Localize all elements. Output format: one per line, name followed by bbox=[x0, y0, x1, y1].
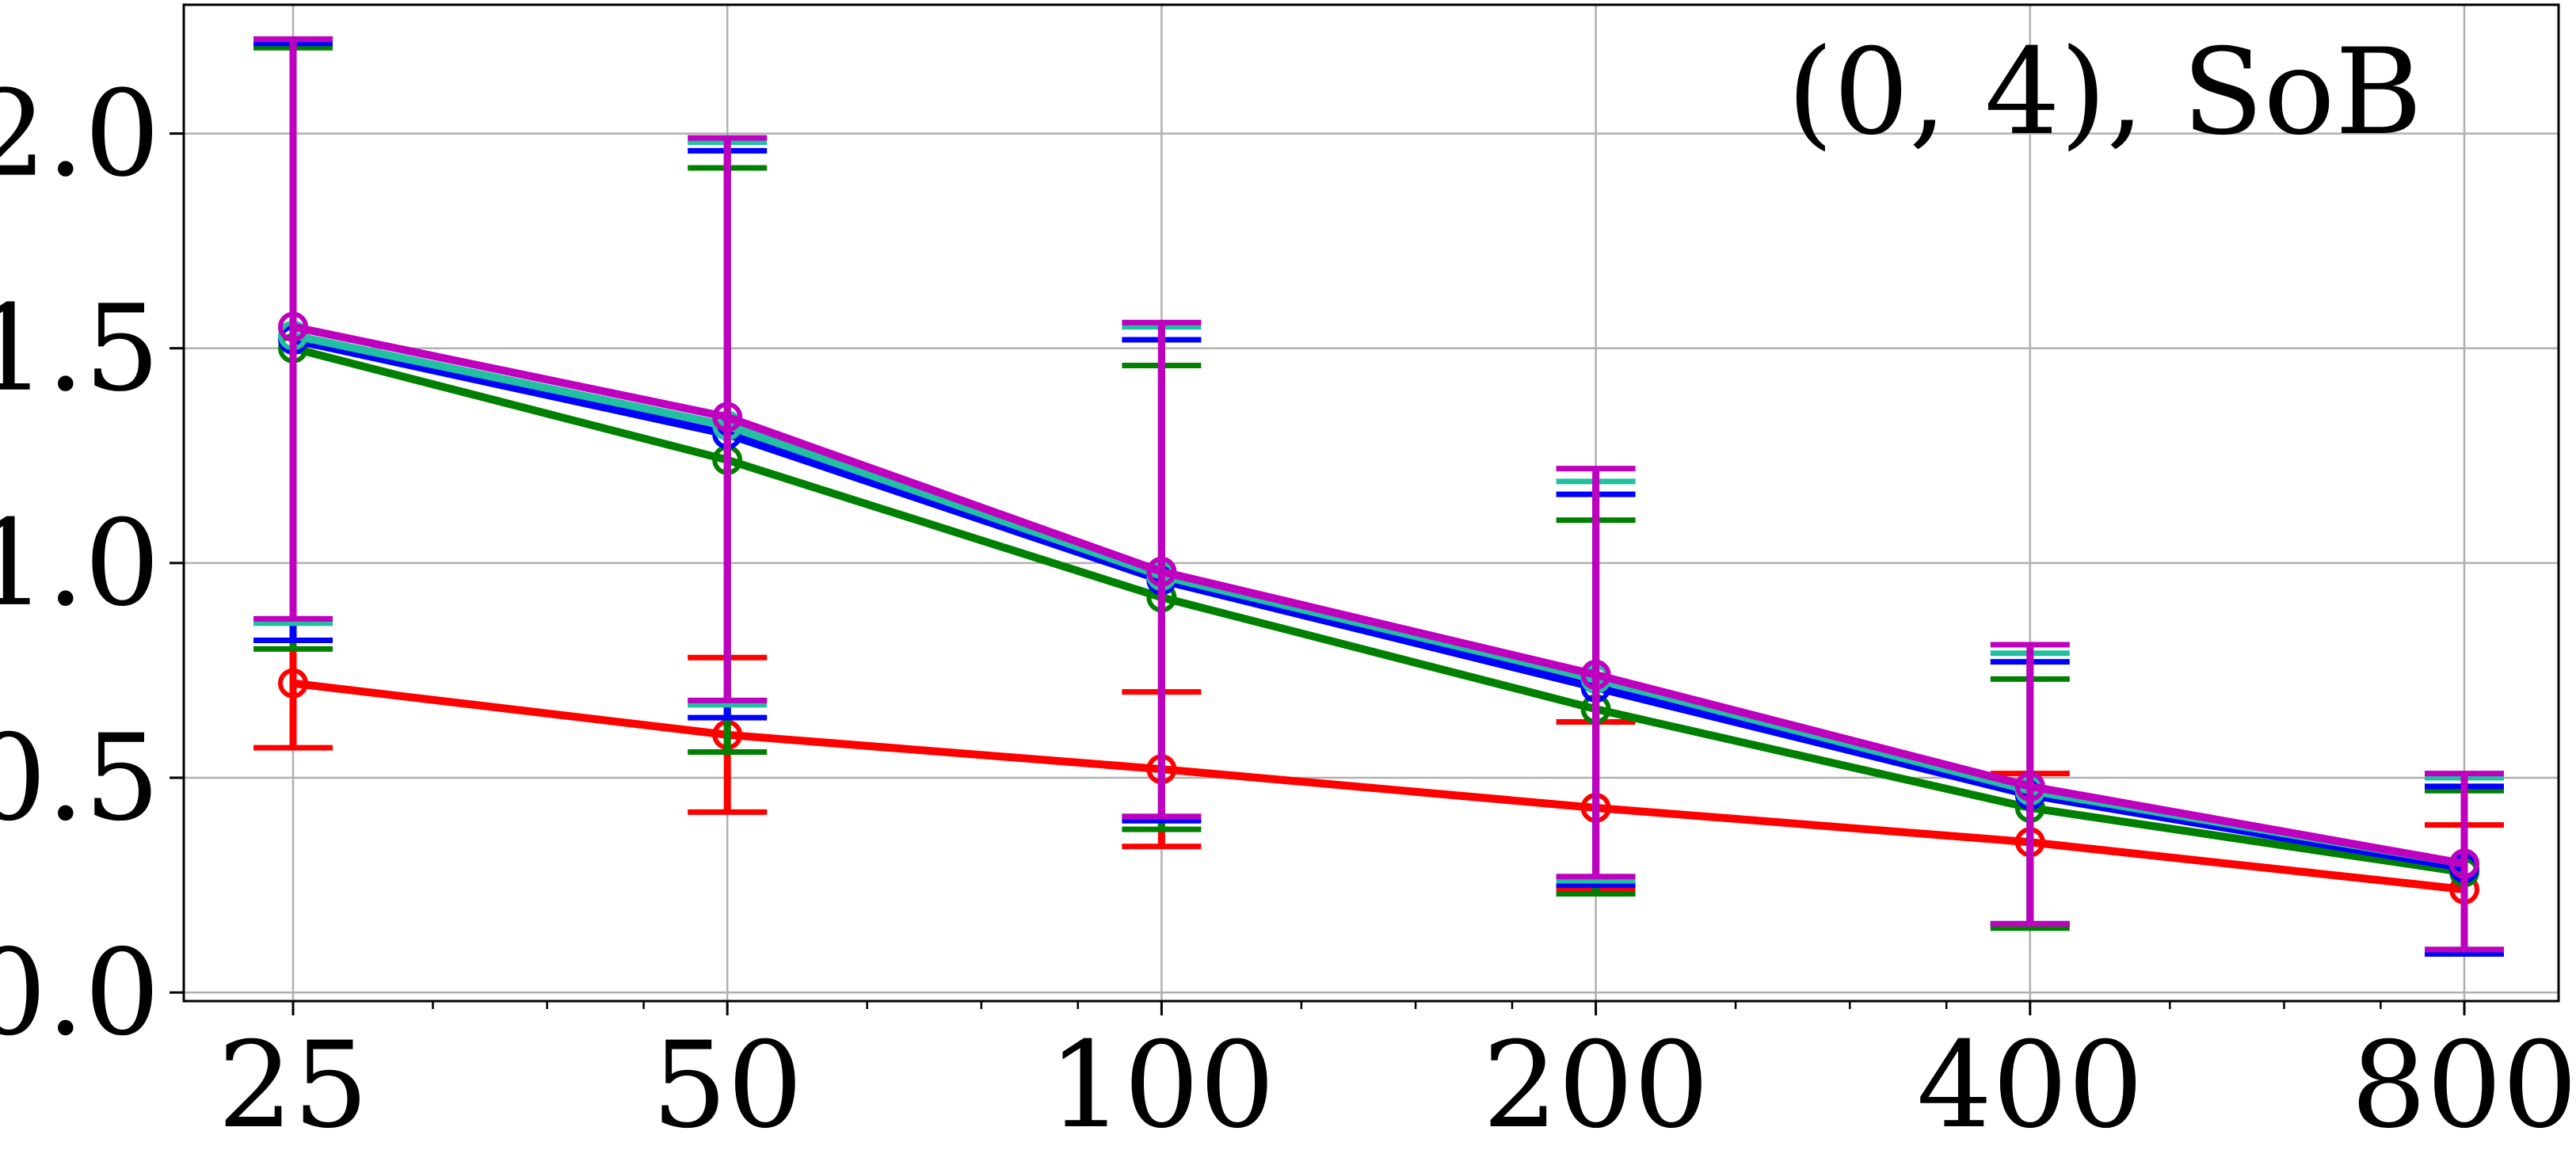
plot-frame bbox=[182, 3, 2560, 1003]
x-tick-label: 25 bbox=[218, 1017, 369, 1150]
data-point bbox=[2014, 771, 2045, 802]
y-tick-label: 0.5 bbox=[0, 710, 160, 847]
x-tick-label: 800 bbox=[2351, 1017, 2576, 1150]
chart-title: (0, 4), SoB bbox=[1787, 24, 2422, 162]
series-group bbox=[253, 36, 2504, 953]
y-tick-label: 2.0 bbox=[0, 66, 160, 204]
grid-lines bbox=[184, 5, 2559, 1001]
series-layer bbox=[253, 36, 2504, 957]
data-point bbox=[278, 668, 308, 699]
y-tick-label: 1.5 bbox=[0, 280, 160, 418]
data-point bbox=[1146, 556, 1177, 587]
data-point bbox=[2449, 848, 2479, 879]
series-line bbox=[292, 336, 2465, 872]
x-tick-label: 100 bbox=[1048, 1017, 1275, 1150]
ticks: 25 50 100 200 400 800 0.0 0.5 1.0 1.5 2.0 bbox=[0, 66, 2576, 1150]
data-point bbox=[712, 402, 743, 432]
data-point bbox=[1580, 659, 1611, 690]
x-tick-label: 200 bbox=[1482, 1017, 1709, 1150]
series-line bbox=[292, 322, 2465, 868]
data-point bbox=[278, 311, 308, 342]
x-tick-label: 400 bbox=[1917, 1017, 2143, 1150]
x-tick-label: 50 bbox=[652, 1017, 803, 1150]
y-tick-label: 1.0 bbox=[0, 495, 160, 633]
series-line bbox=[292, 344, 2465, 877]
y-tick-label: 0.0 bbox=[0, 924, 160, 1062]
series-line bbox=[292, 679, 2465, 893]
